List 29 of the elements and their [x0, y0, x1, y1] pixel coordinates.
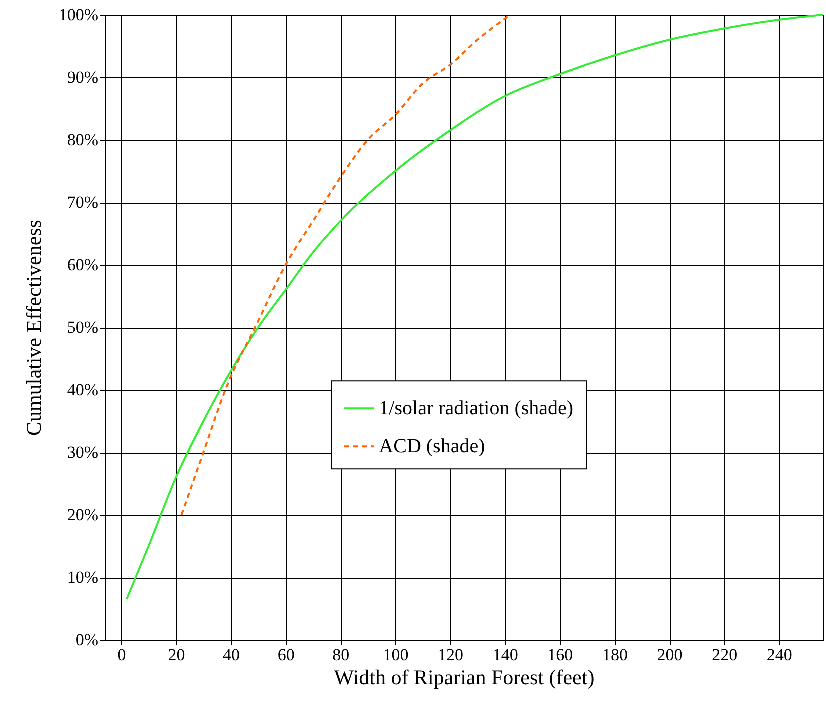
y-tick-label: 90%	[67, 68, 98, 87]
x-tick-label: 140	[492, 646, 518, 664]
x-tick-label: 180	[602, 646, 628, 664]
y-tick-label: 20%	[67, 506, 98, 524]
y-tick-label: 60%	[67, 256, 98, 274]
y-tick-label: 0%	[76, 630, 98, 650]
legend-label: 1/solar radiation (shade)	[379, 398, 574, 420]
y-tick-label: 70%	[67, 193, 98, 212]
line-series	[126, 14, 824, 600]
x-tick-label: 240	[766, 646, 792, 664]
y-tick-label: 10%	[67, 568, 98, 587]
x-tick-label: 160	[548, 646, 574, 664]
y-tick-label: 100%	[58, 6, 98, 24]
x-tick-label: 100	[383, 646, 409, 664]
x-axis-title: Width of Riparian Forest (feet)	[334, 666, 595, 690]
y-tick-label: 80%	[67, 130, 98, 150]
x-tick-label: 120	[438, 646, 464, 664]
y-tick-label: 30%	[67, 443, 98, 462]
y-axis-title: Cumulative Effectiveness	[22, 220, 46, 436]
x-tick-label: 60	[278, 646, 295, 664]
x-tick-label: 200	[657, 646, 683, 664]
x-tick-label: 20	[168, 646, 186, 664]
x-tick-label: 0	[118, 646, 126, 664]
x-tick-label: 40	[223, 646, 240, 664]
x-tick-label: 220	[712, 646, 738, 664]
x-tick-label: 80	[332, 646, 350, 664]
legend-label: ACD (shade)	[379, 436, 486, 458]
y-tick-label: 40%	[67, 380, 98, 400]
y-tick-label: 50%	[67, 318, 98, 337]
